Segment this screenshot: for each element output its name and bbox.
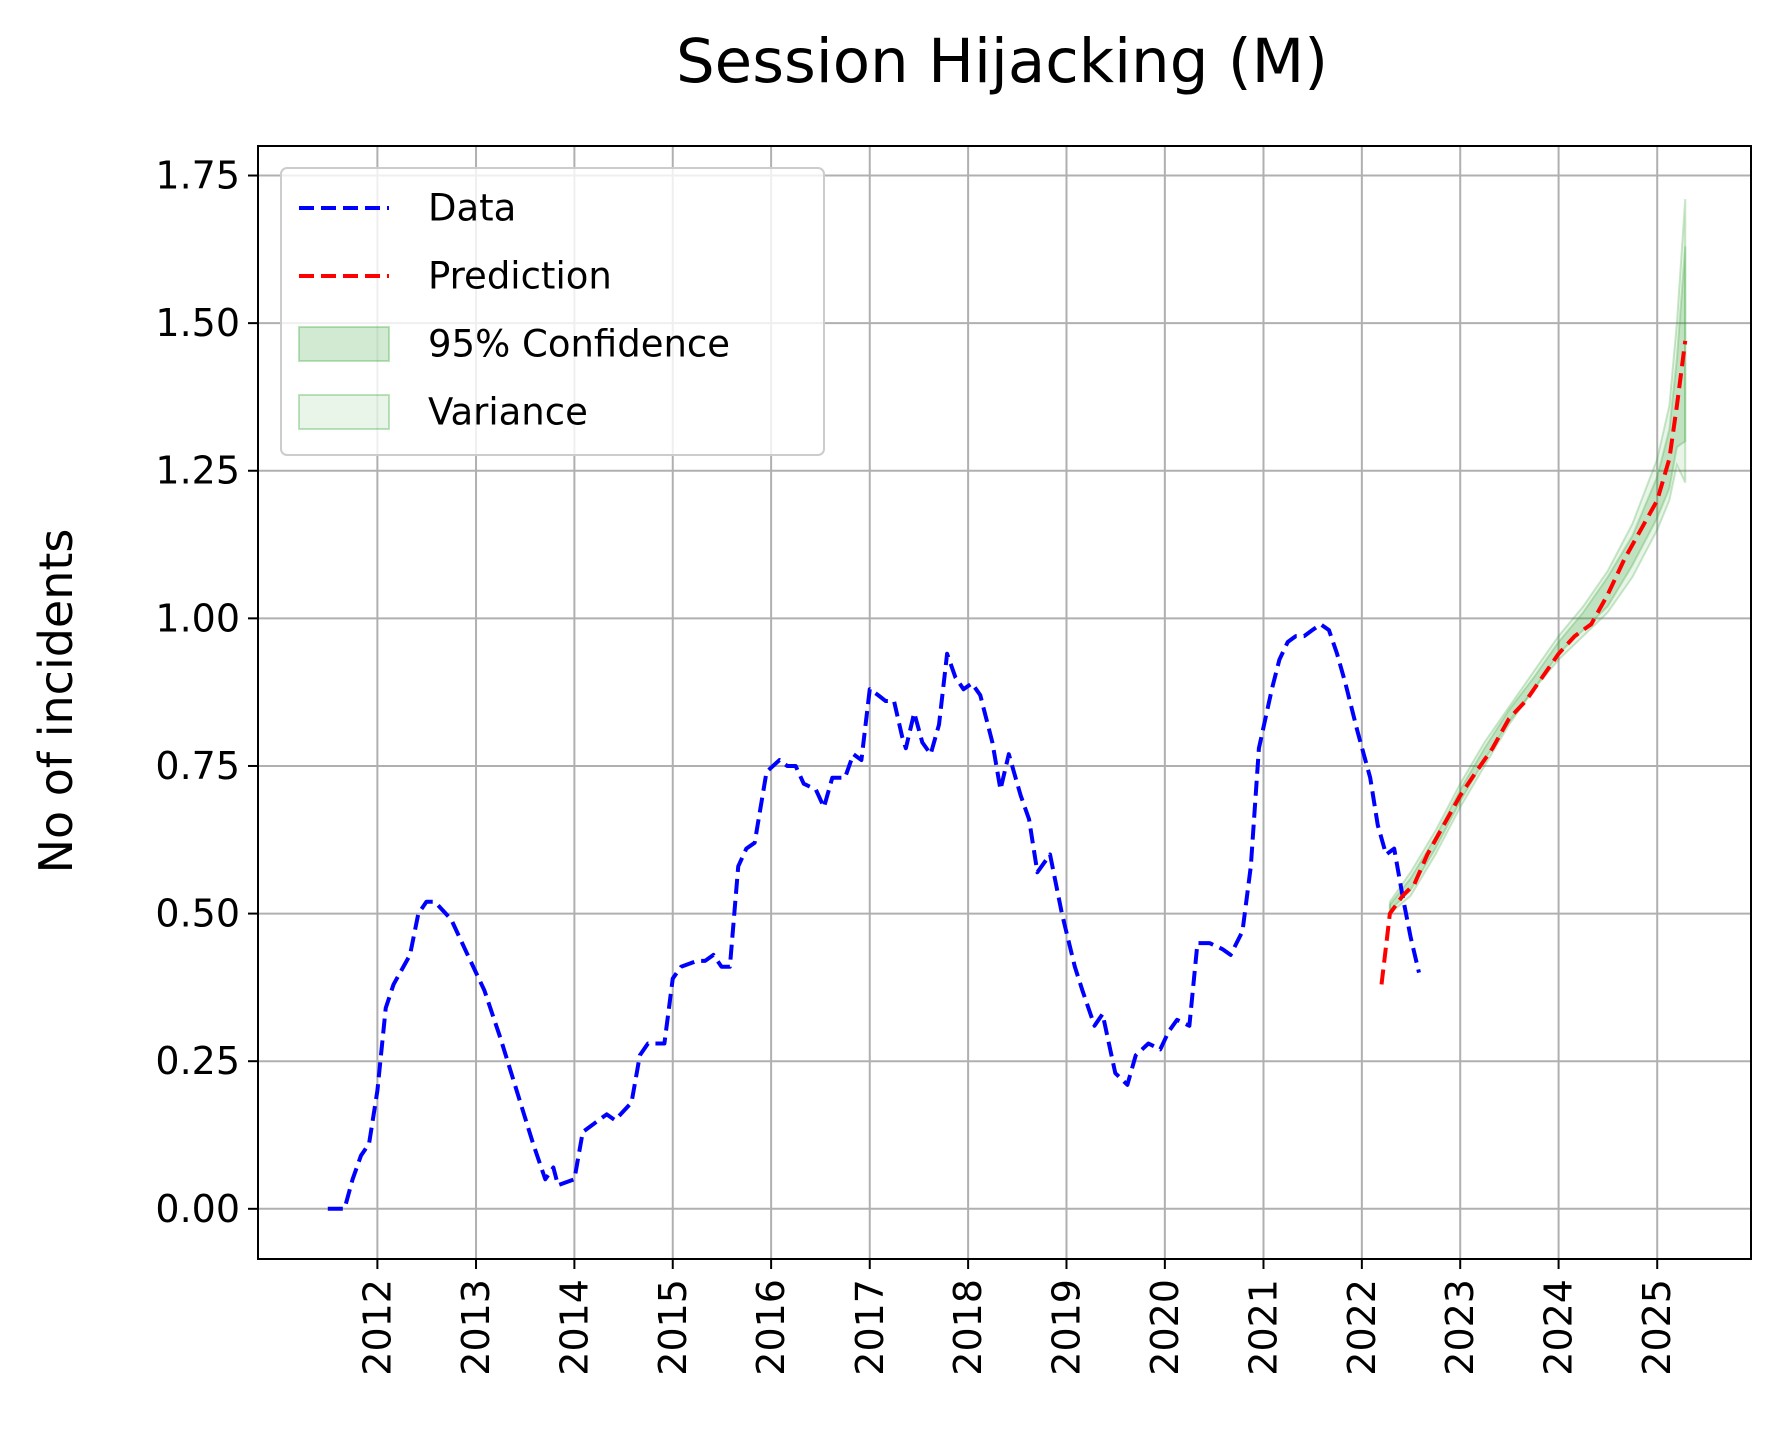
y-tick-label: 0.00 bbox=[155, 1187, 240, 1231]
x-tick-label: 2023 bbox=[1438, 1279, 1482, 1376]
grid bbox=[258, 146, 1751, 1259]
legend-swatch-band bbox=[298, 326, 390, 362]
legend-box bbox=[280, 167, 825, 456]
x-tick-label: 2016 bbox=[749, 1279, 793, 1376]
y-axis-label: No of incidents bbox=[29, 529, 83, 874]
x-tick-label: 2014 bbox=[552, 1279, 596, 1376]
series-lines bbox=[327, 340, 1688, 1211]
confidence-bands bbox=[1388, 199, 1687, 916]
legend-label: Variance bbox=[428, 391, 588, 434]
data-series-line bbox=[327, 622, 1421, 1211]
y-tick-label: 1.75 bbox=[155, 154, 240, 198]
y-tick-label: 1.50 bbox=[155, 301, 240, 345]
x-tick-label: 2025 bbox=[1635, 1279, 1679, 1376]
x-tick-label: 2021 bbox=[1241, 1279, 1285, 1376]
x-axis-ticks: 2012 2013 2014 2015 2016 2017 2018 2019 2020 2021… bbox=[355, 1259, 1679, 1376]
prediction-series-line bbox=[1379, 340, 1688, 985]
x-tick-label: 2018 bbox=[946, 1279, 990, 1376]
y-tick-label: 0.75 bbox=[155, 744, 240, 788]
y-tick-label: 1.00 bbox=[155, 596, 240, 640]
legend: Data Prediction 95% Confidence Variance bbox=[280, 167, 825, 456]
x-tick-label: 2015 bbox=[651, 1279, 695, 1376]
confidence-band bbox=[1388, 246, 1687, 914]
x-tick-label: 2020 bbox=[1143, 1279, 1187, 1376]
x-tick-label: 2013 bbox=[454, 1279, 498, 1376]
variance-band bbox=[1388, 199, 1687, 916]
y-tick-label: 0.25 bbox=[155, 1039, 240, 1083]
y-tick-label: 1.25 bbox=[155, 449, 240, 493]
y-tick-label: 0.50 bbox=[155, 892, 240, 936]
x-tick-label: 2019 bbox=[1044, 1279, 1088, 1376]
chart-title: Session Hijacking (M) bbox=[676, 26, 1328, 97]
x-tick-label: 2024 bbox=[1537, 1279, 1581, 1376]
plot-frame bbox=[257, 145, 1752, 1260]
legend-label: Prediction bbox=[428, 255, 612, 298]
x-tick-label: 2012 bbox=[355, 1279, 399, 1376]
legend-label: Data bbox=[428, 187, 516, 230]
legend-label: 95% Confidence bbox=[428, 323, 730, 366]
legend-swatch-band bbox=[298, 394, 390, 430]
x-tick-label: 2017 bbox=[848, 1279, 892, 1376]
x-tick-label: 2022 bbox=[1340, 1279, 1384, 1376]
y-axis-ticks: 0.00 0.25 0.50 0.75 1.00 1.25 1.50 1.75 bbox=[155, 154, 258, 1231]
